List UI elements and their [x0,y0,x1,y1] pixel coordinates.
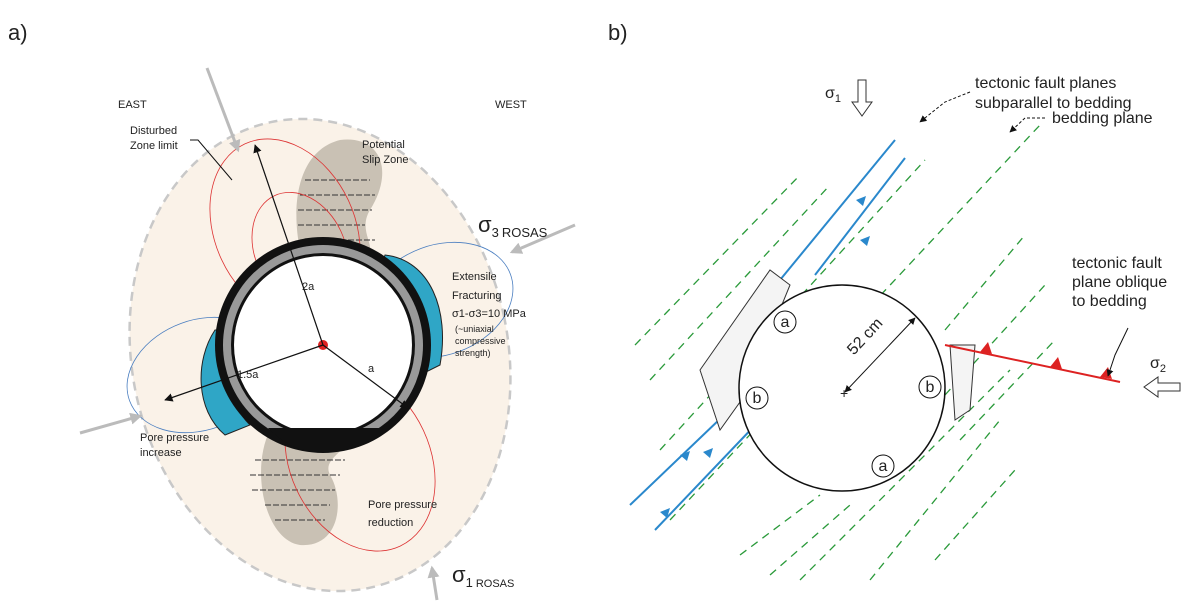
center-mark: + [840,385,848,401]
zone-label: b [753,390,762,407]
suffix: ROSAS [476,578,515,590]
annotation: Extensile [452,271,497,283]
fault-teeth [980,342,1112,379]
annotation: strength) [455,348,491,358]
annotation: increase [140,447,182,459]
stress-arrow [852,80,872,116]
leader-line [1010,118,1045,132]
annotation: Zone limit [130,140,178,152]
zone-label: b [926,379,935,396]
panel-label: b) [608,20,628,45]
annotation: Disturbed [130,125,177,137]
panel-b: b) + 52 cm a b b a σ1 σ2 tectonic fault … [608,20,1180,580]
figure: a) EAST WEST Disturbed Zone limit Potent… [0,0,1186,603]
direction-label: WEST [495,99,527,111]
annotation: Slip Zone [362,154,408,166]
annotation: Fracturing [452,290,502,302]
stress-label: σ2 [1150,355,1166,375]
stress-label: σ1 [825,85,841,105]
direction-label: EAST [118,99,147,111]
stress-arrow [432,568,437,600]
annotation: tectonic fault planes [975,75,1116,92]
annotation: Potential [362,139,405,151]
zone-label: a [879,458,888,475]
leader-line [1108,328,1128,376]
radius-label: a [368,363,375,375]
stress-arrow [80,416,140,433]
leader-line [920,92,970,122]
radius-label: 2a [302,281,315,293]
panel-label: a) [8,20,28,45]
annotation: Pore pressure [140,432,209,444]
subscript: 1 [466,575,473,590]
annotation: σ1-σ3=10 MPa [452,308,527,320]
stress-arrow [207,68,238,150]
sigma: σ [452,562,466,587]
zone-label: a [781,314,790,331]
annotation: compressive [455,336,506,346]
annotation: bedding plane [1052,110,1153,127]
sigma: σ [825,85,835,102]
annotation: plane oblique [1072,274,1167,291]
sigma: σ [478,212,492,237]
subscript: 2 [1160,363,1166,375]
annotation: Pore pressure [368,499,437,511]
subscript: 1 [835,93,841,105]
panel-a: a) EAST WEST Disturbed Zone limit Potent… [8,20,575,603]
sigma: σ [1150,355,1160,372]
annotation: reduction [368,517,413,529]
annotation: tectonic fault [1072,255,1162,272]
annotation: (~uniaxial [455,324,494,334]
subscript: 3 [492,225,499,240]
stress-arrow [1144,377,1180,397]
annotation: to bedding [1072,293,1147,310]
radius-label: 1.5a [237,369,259,381]
suffix: ROSAS [502,225,548,240]
